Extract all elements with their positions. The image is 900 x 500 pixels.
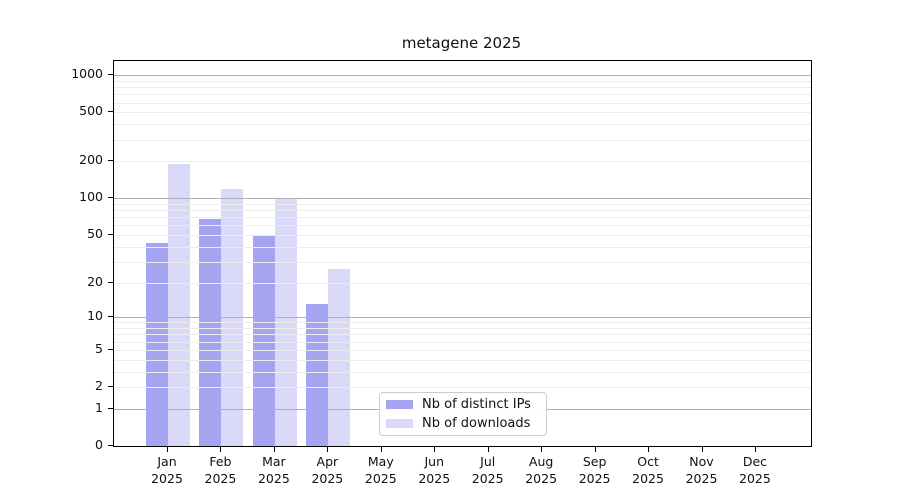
x-tick-label-aug: Aug 2025 [525,454,558,486]
chart-title: metagene 2025 [401,34,522,52]
legend-label-downloads: Nb of downloads [422,416,531,431]
minor-gridline-80 [114,210,811,212]
minor-gridline-600 [114,102,811,104]
x-tick-label-sep: Sep 2025 [578,454,611,486]
x-tick-label-dec: Dec 2025 [739,454,771,486]
minor-gridline-40 [114,246,811,248]
x-tick-label-oct: Oct 2025 [632,454,664,486]
bar-nb-of-downloads-jan [168,164,190,446]
minor-gridline-8 [114,328,811,330]
minor-gridline-2 [114,387,811,389]
bar-nb-of-downloads-mar [274,198,297,446]
plot-area [113,60,812,447]
legend-swatch-downloads [386,419,413,428]
minor-gridline-3 [114,371,811,373]
y-tick-2 [108,386,113,388]
x-tick-label-jan: Jan 2025 [151,454,183,486]
minor-gridline-900 [114,80,811,82]
y-tick-10 [108,316,113,318]
minor-gridline-500 [114,112,811,114]
y-tick-label-50: 50 [87,225,103,241]
minor-gridline-200 [114,161,811,163]
y-tick-1 [108,407,113,409]
x-tick-label-jun: Jun 2025 [418,454,451,486]
x-tick-jun [434,447,436,452]
y-tick-1000 [108,74,113,76]
x-tick-dec [754,447,756,452]
x-tick-label-apr: Apr 2025 [311,454,344,486]
chart-legend: Nb of distinct IPs Nb of downloads [379,392,547,436]
x-tick-aug [541,447,543,452]
minor-gridline-9 [114,322,811,324]
x-tick-label-jul: Jul 2025 [471,454,504,486]
minor-gridline-300 [114,139,811,141]
y-tick-20 [108,281,113,283]
y-tick-label-100: 100 [79,189,103,205]
legend-label-distinct-ips: Nb of distinct IPs [422,397,531,412]
major-gridline-1000 [114,75,811,77]
x-tick-oct [648,447,650,452]
minor-gridline-70 [114,217,811,219]
bar-nb-of-distinct-ips-apr [306,304,329,446]
y-tick-100 [108,197,113,199]
major-gridline-100 [114,198,811,200]
minor-gridline-700 [114,94,811,96]
x-tick-mar [273,447,275,452]
y-tick-label-500: 500 [79,103,103,119]
y-tick-200 [108,160,113,162]
minor-gridline-400 [114,124,811,126]
y-tick-label-1: 1 [95,399,103,415]
y-tick-label-0: 0 [95,437,103,452]
x-tick-label-mar: Mar 2025 [257,454,290,486]
legend-swatch-distinct-ips [386,400,413,409]
minor-gridline-800 [114,87,811,89]
y-tick-label-2: 2 [95,378,103,394]
x-tick-label-feb: Feb 2025 [204,454,237,486]
minor-gridline-5 [114,349,811,351]
bar-nb-of-distinct-ips-feb [199,218,222,446]
legend-entry-downloads: Nb of downloads [386,416,540,431]
minor-gridline-6 [114,341,811,343]
x-tick-feb [220,447,222,452]
x-tick-nov [701,447,703,452]
x-tick-jan [167,447,168,452]
y-tick-label-10: 10 [87,308,103,324]
x-tick-may [380,447,382,452]
bar-nb-of-distinct-ips-jan [146,242,168,446]
x-tick-label-may: May 2025 [364,454,397,486]
y-tick-label-5: 5 [95,340,103,356]
y-tick-5 [108,348,113,350]
minor-gridline-20 [114,282,811,284]
x-tick-apr [327,447,329,452]
y-tick-label-1000: 1000 [71,66,103,82]
x-tick-jul [487,447,489,452]
minor-gridline-30 [114,261,811,263]
y-tick-label-20: 20 [87,273,103,289]
x-tick-sep [594,447,596,452]
y-tick-label-200: 200 [79,152,103,168]
minor-gridline-60 [114,225,811,227]
legend-entry-distinct-ips: Nb of distinct IPs [386,397,540,412]
bar-nb-of-distinct-ips-mar [252,234,275,446]
y-tick-500 [108,111,113,113]
y-tick-0 [108,445,113,446]
minor-gridline-50 [114,234,811,236]
major-gridline-10 [114,317,811,319]
x-tick-label-nov: Nov 2025 [685,454,718,486]
minor-gridline-7 [114,334,811,336]
bar-nb-of-downloads-apr [328,269,351,446]
y-tick-50 [108,233,113,235]
bar-nb-of-downloads-feb [221,188,244,446]
minor-gridline-4 [114,359,811,361]
minor-gridline-90 [114,203,811,205]
